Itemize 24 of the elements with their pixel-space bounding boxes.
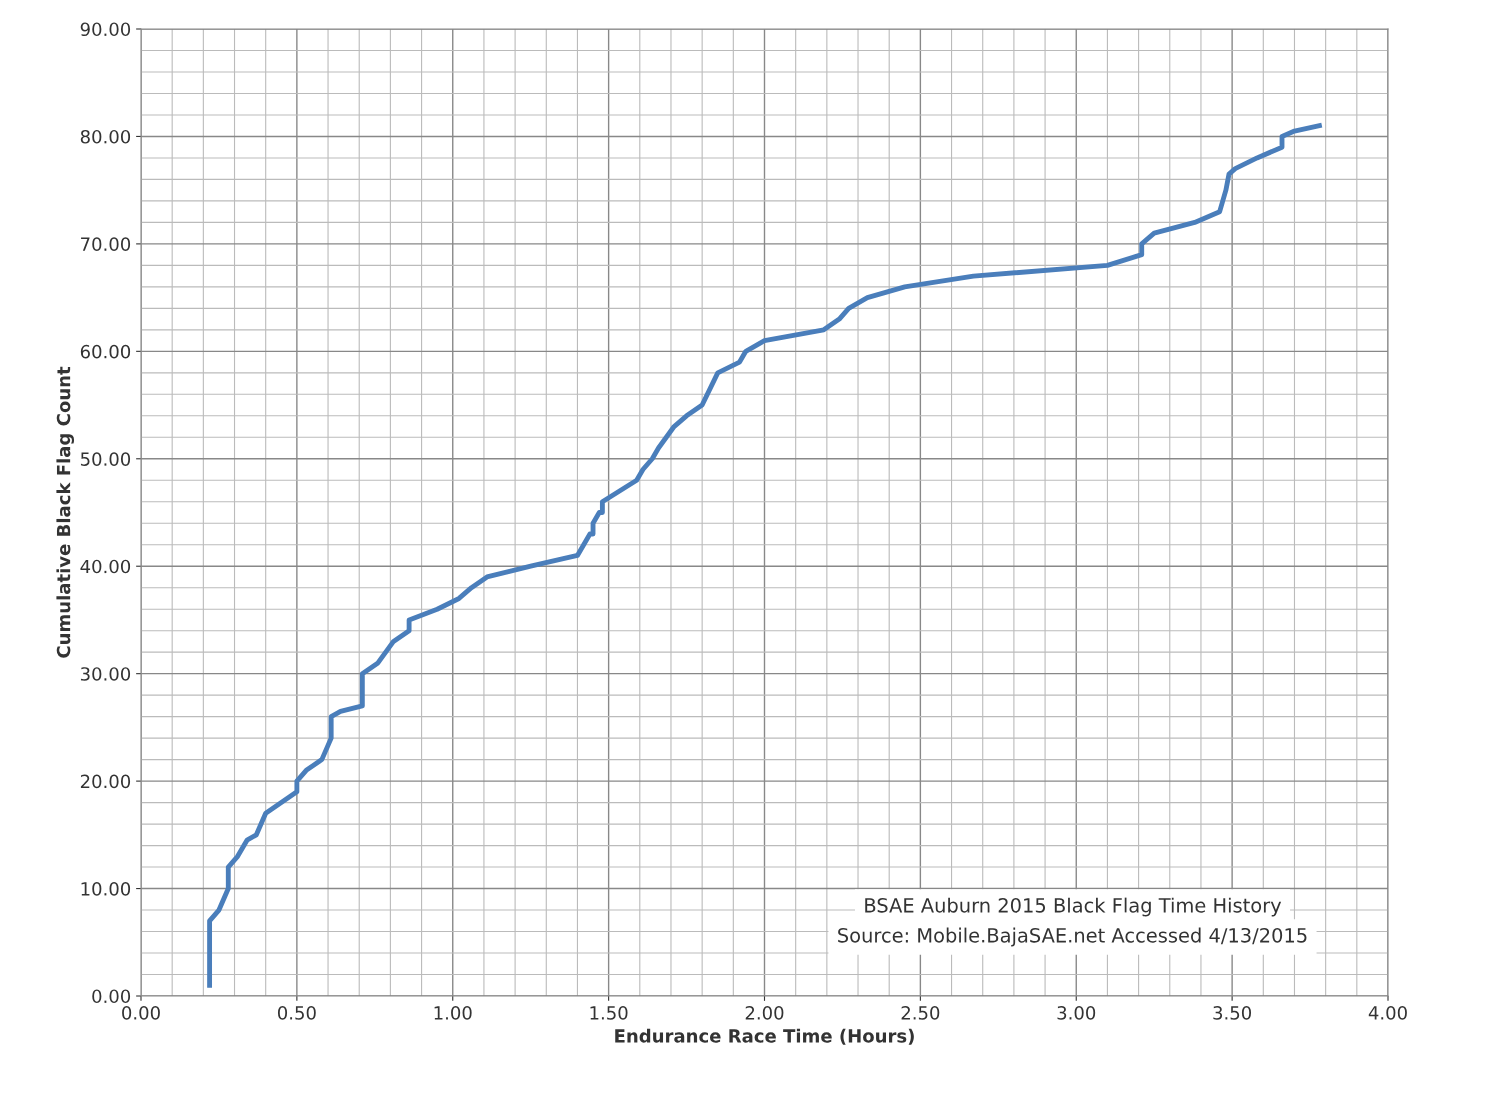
x-tick-label: 3.00 [1057,1006,1096,1020]
y-tick-label: 50.00 [80,452,131,466]
y-tick-label: 30.00 [80,667,131,681]
x-tick-label: 3.50 [1213,1006,1252,1020]
x-tick-label: 2.50 [901,1006,940,1020]
y-tick-label: 80.00 [80,129,131,144]
annotation: Source: Mobile.BajaSAE.net Accessed 4/13/2015 [838,927,1307,947]
y-tick-label: 10.00 [81,882,131,896]
y-tick-label: 20.00 [80,774,131,789]
line-series [207,123,1322,988]
x-tick-label: 2.00 [745,1006,784,1020]
annotation: BSAE Auburn 2015 Black Flag Time History [865,897,1282,917]
x-tick-label: 0.50 [277,1006,316,1020]
y-tick-label: 70.00 [81,237,131,252]
y-tick-label: 60.00 [80,344,131,359]
x-tick-label: 0.00 [122,1006,160,1020]
x-tick-label: 1.50 [590,1006,628,1020]
x-tick-label: 1.00 [434,1006,472,1020]
y-axis-title: Cumulative Black Flag Count [56,366,75,658]
y-tick-label: 0.00 [92,989,131,1004]
y-tick-label: 90.00 [80,22,131,37]
y-tick-label: 40.00 [80,559,131,574]
x-tick-label: 4.00 [1368,1006,1407,1020]
x-axis-title: Endurance Race Time (Hours) [615,1028,914,1045]
